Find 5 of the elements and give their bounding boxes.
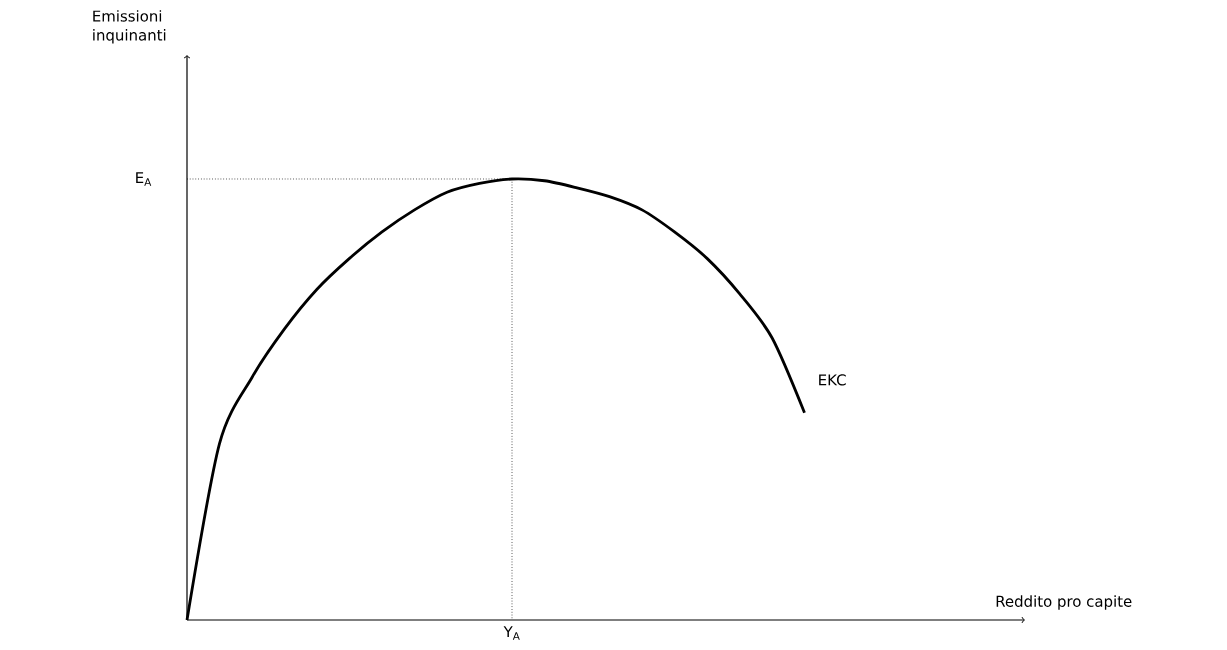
- text: Emissioni inquinanti: [93, 10, 166, 44]
- series-label: EKC: [819, 374, 846, 386]
- text: Reddito pro capite: [996, 595, 1132, 610]
- ref-line-label: E$_{A}$: [136, 172, 152, 186]
- text: Y$_{A}$: [503, 626, 520, 640]
